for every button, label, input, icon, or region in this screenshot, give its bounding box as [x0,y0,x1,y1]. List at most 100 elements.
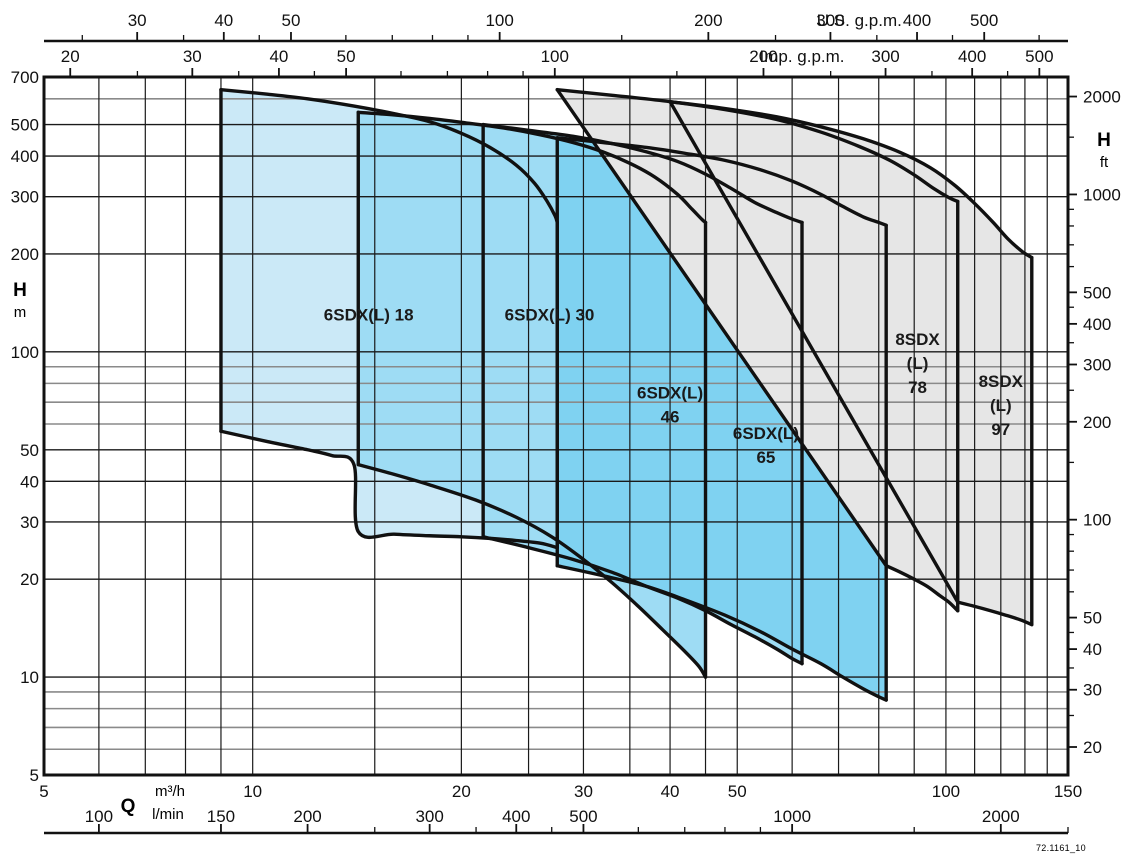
bottom-lmin-tick-200: 200 [293,807,321,826]
left-axis-tick-50: 50 [20,441,39,460]
performance-curve-top [219,87,559,225]
top-imp-tick-40: 40 [269,47,288,66]
right-axis-tick-500: 500 [1083,283,1111,302]
bottom-lmin-tick-150: 150 [207,807,235,826]
right-axis-tick-300: 300 [1083,355,1111,374]
left-axis-tick-700: 700 [11,68,39,87]
top-us-tick-300: 300 [816,11,844,30]
top-us-tick-400: 400 [903,11,931,30]
right-axis-unit: ft [1100,154,1109,171]
region-label-value: 65 [756,448,775,467]
top-us-tick-500: 500 [970,11,998,30]
region-label-6sdx-l-65: 6SDX(L) [733,424,799,443]
left-axis-tick-400: 400 [11,147,39,166]
performance-region-fill [670,101,1032,625]
bottom-lmin-tick-300: 300 [415,807,443,826]
left-axis-tick-40: 40 [20,472,39,491]
right-axis-tick-40: 40 [1083,640,1102,659]
bottom-m3h-tick-5: 5 [39,782,48,801]
top-us-tick-200: 200 [694,11,722,30]
bottom-m3h-unit: m³/h [155,783,185,800]
top-imp-tick-400: 400 [958,47,986,66]
top-imp-tick-500: 500 [1025,47,1053,66]
left-axis-symbol: H [13,280,27,301]
top-us-tick-50: 50 [282,11,301,30]
top-imp-tick-300: 300 [871,47,899,66]
right-axis-tick-100: 100 [1083,511,1111,530]
bottom-lmin-tick-500: 500 [569,807,597,826]
performance-curve-top [356,110,708,225]
region-label-8sdx-l-78: (L) [907,354,929,373]
left-axis-tick-10: 10 [20,668,39,687]
bottom-m3h-tick-20: 20 [452,782,471,801]
right-axis-symbol: H [1097,130,1111,151]
top-imp-tick-50: 50 [337,47,356,66]
region-label-6sdx-l-30: 6SDX(L) 30 [505,305,595,324]
left-axis-tick-500: 500 [11,116,39,135]
right-axis-tick-30: 30 [1083,681,1102,700]
bottom-m3h-tick-10: 10 [243,782,262,801]
reference-code: 72.1161_10 [1036,843,1086,853]
bottom-lmin-tick-400: 400 [502,807,530,826]
left-axis-tick-5: 5 [30,766,39,785]
bottom-m3h-tick-100: 100 [932,782,960,801]
bottom-m3h-tick-40: 40 [661,782,680,801]
top-us-tick-100: 100 [485,11,513,30]
performance-curve-bottom [481,535,804,666]
left-axis-tick-300: 300 [11,188,39,207]
performance-curve-top [555,136,888,227]
top-imp-tick-100: 100 [541,47,569,66]
performance-curve-bottom [356,462,708,679]
top-us-tick-30: 30 [128,11,147,30]
top-imp-tick-20: 20 [61,47,80,66]
region-label-8sdx-l-97: 97 [991,420,1010,439]
axis-layer [44,32,1077,835]
right-axis-tick-200: 200 [1083,413,1111,432]
bottom-lmin-tick-1000: 1000 [773,807,811,826]
bottom-lmin-unit: l/min [152,806,184,823]
performance-curve-bottom [219,429,559,550]
text-layer: 70050040030020010050403020105Hm200010005… [11,11,1121,826]
region-label-value: 46 [661,407,680,426]
top-imp-tick-200: 200 [749,47,777,66]
performance-curve-top [555,87,960,204]
left-axis-tick-30: 30 [20,513,39,532]
region-label-8sdx-l-78: 8SDX [895,330,940,349]
curve-outline-layer [219,87,1034,702]
region-label-6sdx-l-18: 6SDX(L) 18 [324,305,414,324]
performance-curve-top [668,99,1034,260]
region-label-8sdx-l-78: 78 [908,378,927,397]
region-label-8sdx-l-97: (L) [990,396,1012,415]
performance-curve-bottom [555,564,888,702]
bottom-m3h-tick-50: 50 [728,782,747,801]
right-axis-tick-400: 400 [1083,315,1111,334]
plot-frame [42,75,1070,777]
plot-border [42,75,1070,777]
bottom-lmin-tick-2000: 2000 [982,807,1020,826]
right-axis-tick-20: 20 [1083,738,1102,757]
right-axis-tick-50: 50 [1083,609,1102,628]
top-us-axis-label: U.S. g.p.m. [817,11,902,30]
bottom-m3h-tick-150: 150 [1054,782,1082,801]
performance-curve-left-edge [668,99,960,604]
top-imp-tick-30: 30 [183,47,202,66]
left-axis-tick-200: 200 [11,245,39,264]
region-label-8sdx-l-97: 8SDX [979,372,1024,391]
top-imp-axis-label: Imp. g.p.m. [759,47,844,66]
performance-curve-top [481,122,804,225]
region-label-6sdx-l-46: 6SDX(L) [637,383,703,402]
flow-symbol: Q [121,796,136,817]
performance-curve-left-edge [555,87,888,568]
top-us-tick-40: 40 [214,11,233,30]
performance-curve-bottom [884,564,960,613]
left-axis-unit: m [14,304,27,321]
bottom-m3h-tick-30: 30 [574,782,593,801]
left-axis-tick-100: 100 [11,343,39,362]
right-axis-tick-1000: 1000 [1083,185,1121,204]
bottom-lmin-tick-100: 100 [85,807,113,826]
right-axis-tick-2000: 2000 [1083,88,1121,107]
left-axis-tick-20: 20 [20,570,39,589]
performance-curve-bottom [956,600,1034,627]
